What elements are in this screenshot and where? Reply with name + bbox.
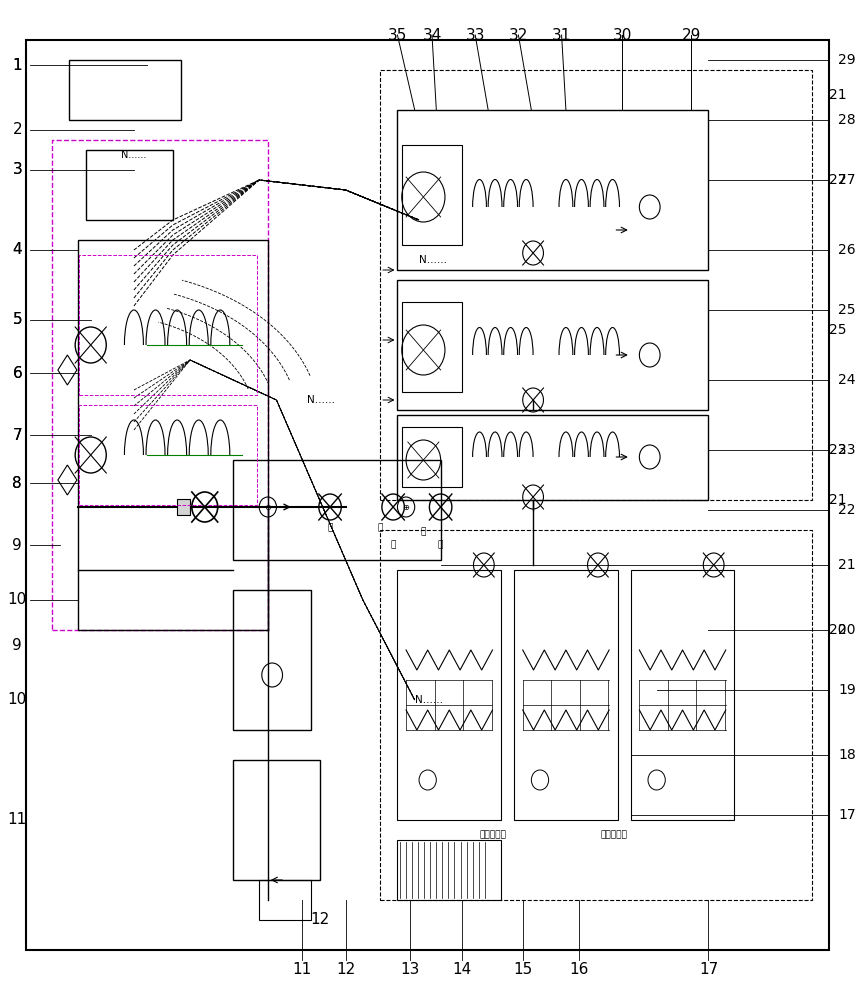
Bar: [233, 460, 441, 560]
Bar: [233, 760, 320, 880]
Text: 6: 6: [12, 365, 22, 380]
Text: 27: 27: [829, 173, 847, 187]
Text: 4: 4: [12, 242, 22, 257]
Bar: [177, 499, 190, 515]
Text: 4: 4: [12, 242, 22, 257]
Bar: [514, 570, 618, 820]
Bar: [79, 255, 257, 395]
Text: 12: 12: [336, 962, 355, 978]
Text: 20: 20: [829, 623, 847, 637]
Text: 8: 8: [12, 476, 22, 490]
Text: 27: 27: [838, 173, 855, 187]
Text: 33: 33: [466, 27, 485, 42]
Bar: [402, 145, 462, 245]
Text: 10: 10: [8, 692, 27, 708]
Bar: [397, 110, 708, 270]
Bar: [86, 150, 173, 220]
Text: 接辐射末端: 接辐射末端: [479, 830, 506, 840]
Text: 9: 9: [12, 638, 22, 652]
Text: 开: 开: [327, 524, 333, 532]
Text: 12: 12: [310, 912, 329, 928]
Text: 31: 31: [552, 27, 571, 42]
Text: 25: 25: [829, 323, 847, 337]
Text: 17: 17: [699, 962, 718, 978]
Text: 21: 21: [838, 558, 855, 572]
Text: ⊕: ⊕: [403, 502, 410, 512]
Text: 34: 34: [422, 27, 442, 42]
Text: N......: N......: [121, 150, 147, 160]
Text: 11: 11: [293, 962, 312, 978]
Text: 16: 16: [569, 962, 588, 978]
Text: 17: 17: [838, 808, 855, 822]
Text: 2: 2: [12, 122, 22, 137]
Text: 30: 30: [613, 27, 632, 42]
Bar: [259, 880, 311, 920]
Text: 23: 23: [838, 443, 855, 457]
Text: 25: 25: [838, 303, 855, 317]
Text: 1: 1: [12, 57, 22, 73]
Text: 18: 18: [838, 748, 856, 762]
Text: 9: 9: [12, 538, 22, 552]
Text: 3: 3: [12, 162, 22, 178]
Text: 14: 14: [453, 962, 472, 978]
Bar: [69, 60, 181, 120]
Text: N......: N......: [307, 395, 334, 405]
Text: N......: N......: [415, 695, 442, 705]
Bar: [402, 427, 462, 487]
Bar: [52, 140, 268, 630]
Text: 32: 32: [509, 27, 528, 42]
Text: 21: 21: [829, 88, 847, 102]
Text: 5: 5: [12, 312, 22, 328]
Text: 10: 10: [8, 592, 27, 607]
Bar: [397, 415, 708, 500]
Text: 22: 22: [838, 503, 855, 517]
Bar: [78, 240, 268, 630]
Text: 28: 28: [838, 113, 855, 127]
Text: 24: 24: [838, 373, 855, 387]
Bar: [380, 530, 812, 900]
Text: 13: 13: [401, 962, 420, 978]
Bar: [397, 570, 501, 820]
Text: 开: 开: [391, 540, 396, 550]
Text: 7: 7: [12, 428, 22, 442]
Bar: [79, 405, 257, 505]
Text: 8: 8: [12, 476, 22, 490]
Text: 关: 关: [378, 524, 383, 532]
Text: 26: 26: [838, 243, 855, 257]
Text: 3: 3: [12, 162, 22, 178]
Text: 11: 11: [8, 812, 27, 828]
Text: N......: N......: [419, 255, 447, 265]
Text: 29: 29: [682, 27, 701, 42]
Text: 19: 19: [838, 683, 856, 697]
Bar: [397, 840, 501, 900]
Bar: [397, 280, 708, 410]
Bar: [380, 70, 812, 500]
Text: 关: 关: [438, 540, 443, 550]
Text: 29: 29: [838, 53, 855, 67]
Text: 21: 21: [829, 493, 847, 507]
Text: ⊕: ⊕: [264, 502, 271, 512]
Text: 6: 6: [12, 365, 22, 380]
Text: 5: 5: [12, 312, 22, 328]
Text: 接辐射末端: 接辐射末端: [600, 830, 627, 840]
Text: 1: 1: [12, 57, 22, 73]
Text: 35: 35: [388, 27, 407, 42]
Text: 15: 15: [513, 962, 532, 978]
Text: 开: 开: [421, 528, 426, 536]
Text: 23: 23: [829, 443, 847, 457]
Text: 20: 20: [838, 623, 855, 637]
Bar: [233, 590, 311, 730]
Text: 7: 7: [12, 428, 22, 442]
Bar: [631, 570, 734, 820]
Bar: [402, 302, 462, 392]
